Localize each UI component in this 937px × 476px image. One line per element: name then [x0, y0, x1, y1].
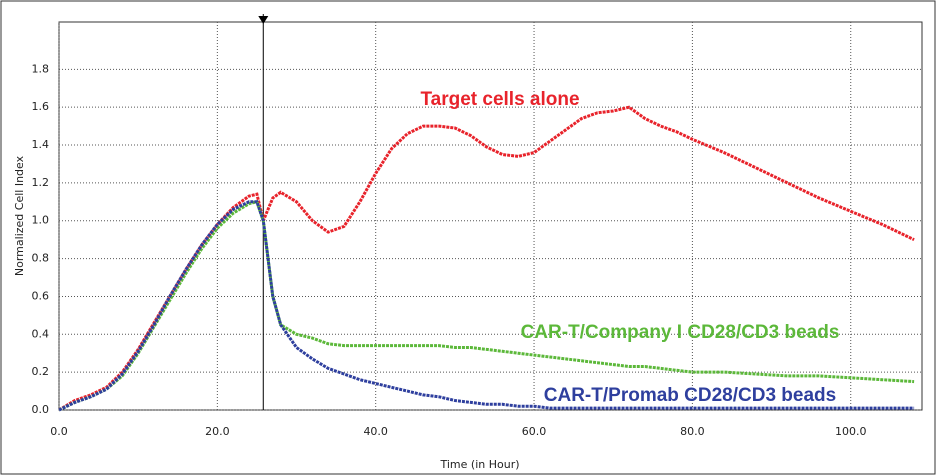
series-label: Target cells alone — [420, 89, 579, 110]
y-tick-label: 0.6 — [32, 289, 50, 302]
x-tick-label: 100.0 — [835, 425, 867, 438]
y-tick-label: 1.8 — [32, 62, 50, 75]
y-tick-label: 0.0 — [32, 403, 50, 416]
x-tick-label: 60.0 — [522, 425, 547, 438]
series-label: CAR-T/Promab CD28/CD3 beads — [544, 385, 836, 406]
y-tick-label: 1.4 — [32, 138, 50, 151]
series-line — [58, 200, 915, 412]
x-tick-label: 80.0 — [680, 425, 705, 438]
x-tick-label: 20.0 — [205, 425, 230, 438]
series-line — [58, 200, 915, 412]
plot-area — [58, 21, 923, 411]
y-tick-label: 0.8 — [32, 252, 50, 265]
y-tick-label: 0.4 — [32, 327, 50, 340]
y-tick-label: 1.0 — [32, 214, 50, 227]
x-tick-label: 0.0 — [50, 425, 68, 438]
y-tick-label: 1.6 — [32, 100, 50, 113]
x-tick-label: 40.0 — [363, 425, 388, 438]
y-axis-title: Normalized Cell Index — [13, 155, 26, 276]
event-marker — [258, 16, 269, 24]
y-tick-label: 1.2 — [32, 176, 50, 189]
y-tick-label: 0.2 — [32, 365, 50, 378]
series-line — [58, 105, 915, 412]
x-axis-title: Time (in Hour) — [439, 458, 519, 471]
series-label: CAR-T/Company I CD28/CD3 beads — [521, 322, 840, 343]
